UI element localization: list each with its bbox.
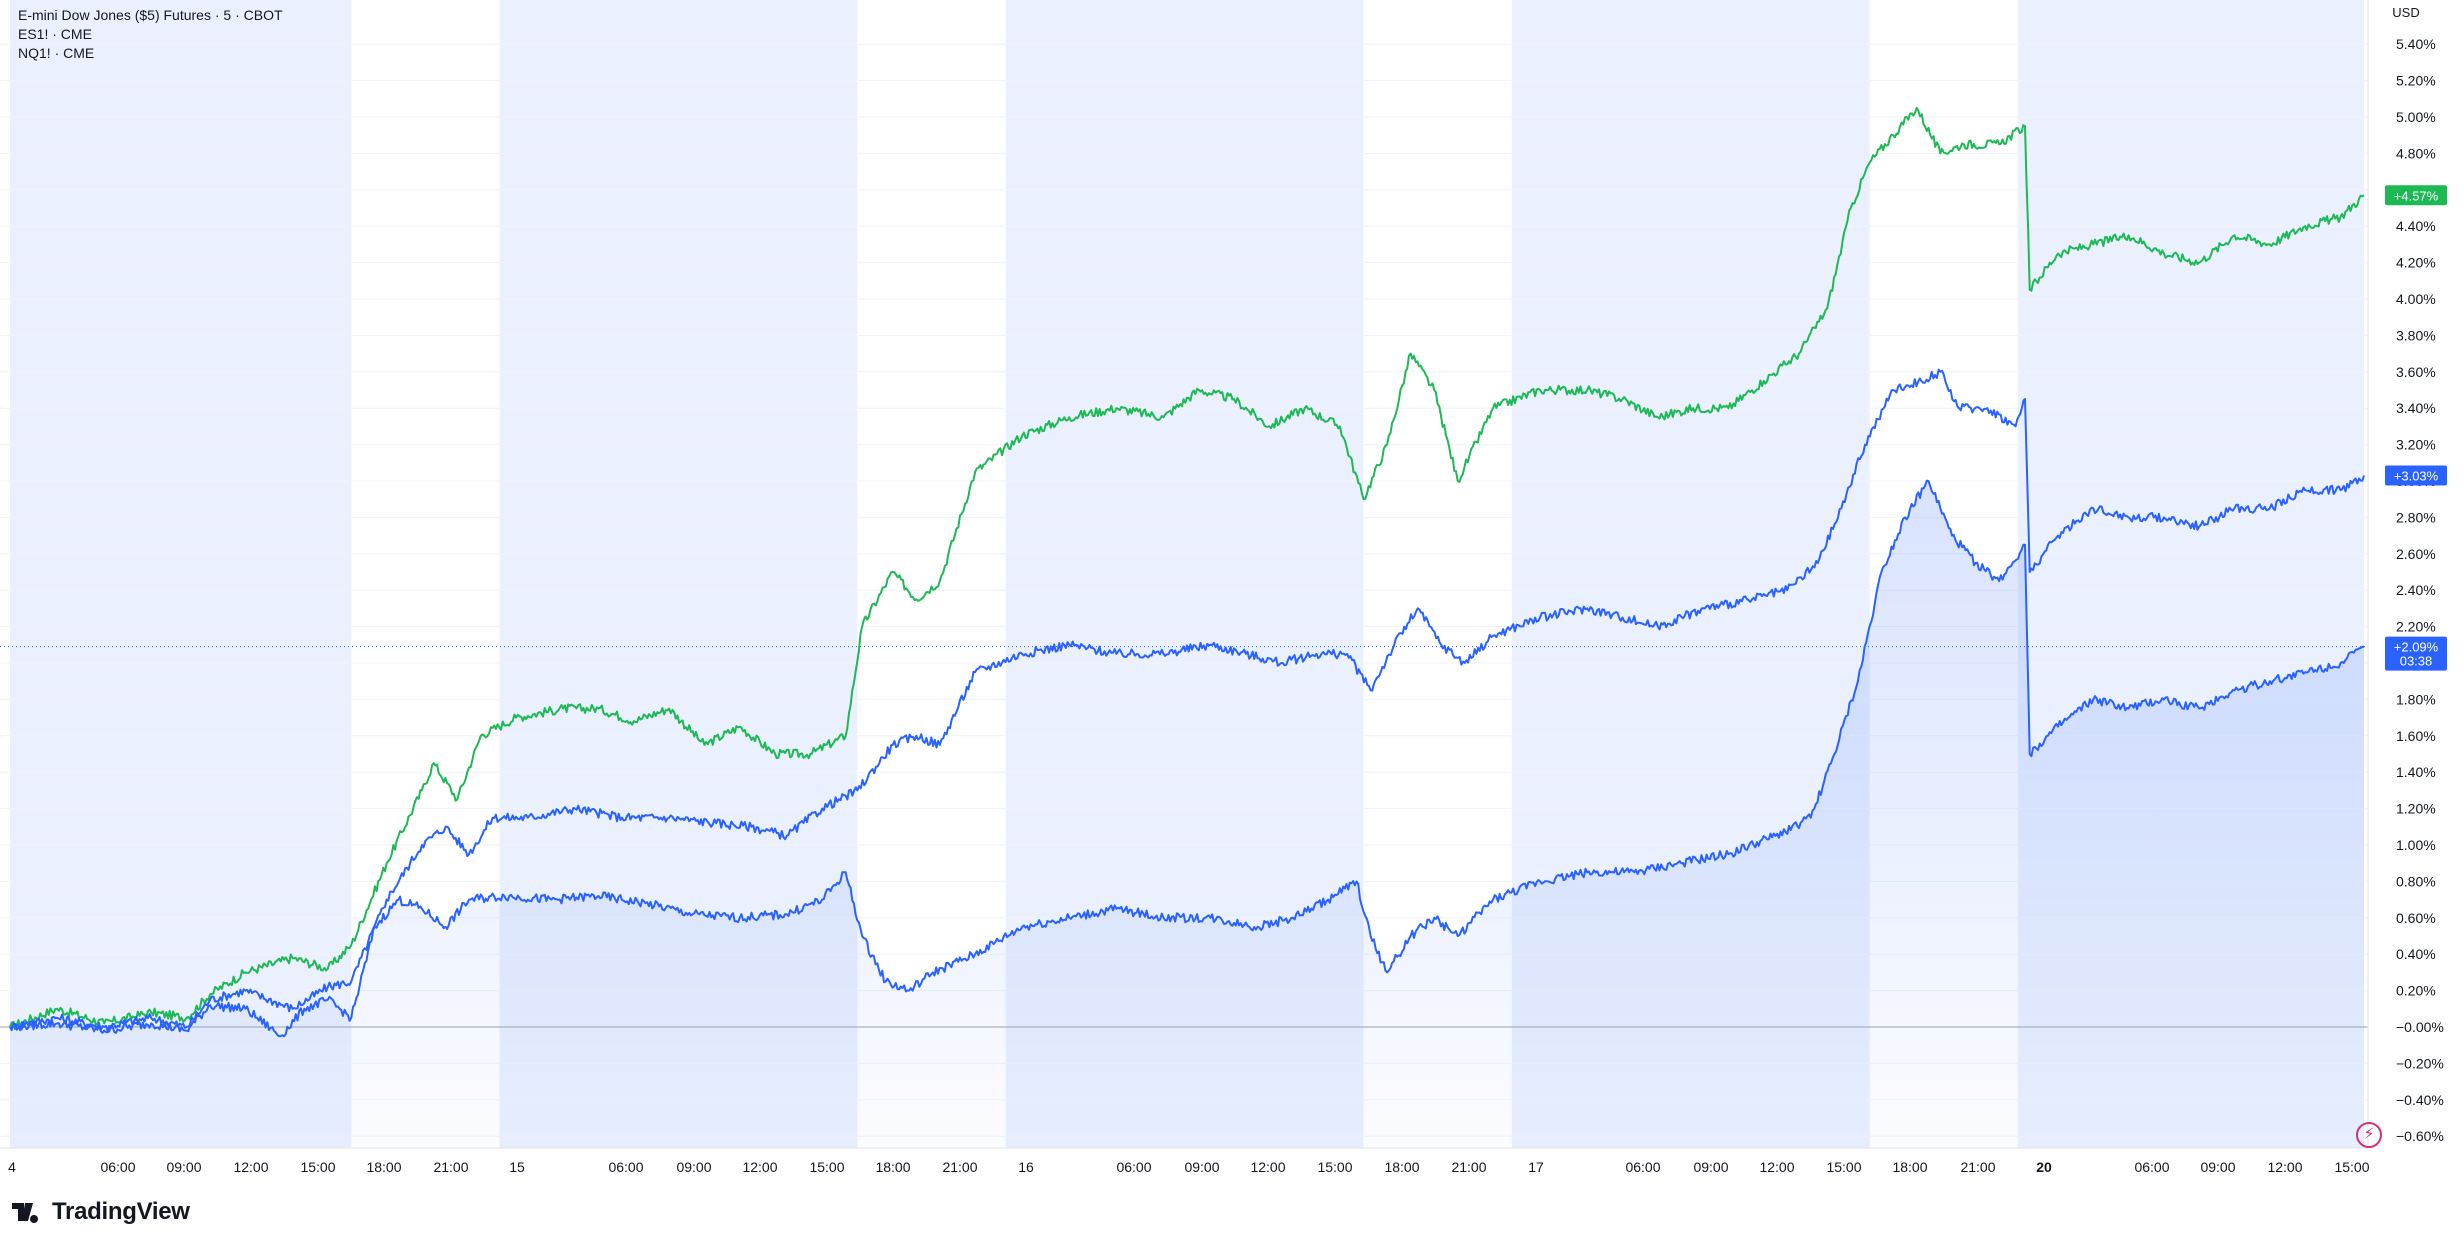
brand[interactable]: TradingView	[12, 1198, 190, 1226]
tradingview-logo-icon	[12, 1203, 39, 1223]
x-tick-label: 18:00	[1892, 1159, 1927, 1175]
y-tick-label: −0.60%	[2396, 1128, 2444, 1144]
y-tick-label: 5.20%	[2396, 73, 2436, 89]
y-tick-label: 2.60%	[2396, 546, 2436, 562]
x-tick-label: 16	[1018, 1159, 1034, 1175]
y-tick-label: 0.20%	[2396, 983, 2436, 999]
x-tick-label: 15:00	[809, 1159, 844, 1175]
x-tick-label: 15	[509, 1159, 525, 1175]
series-lines	[0, 106, 2368, 1038]
y-tick-label: 2.80%	[2396, 509, 2436, 525]
x-tick-label: 17	[1528, 1159, 1544, 1175]
brand-name: TradingView	[52, 1198, 190, 1225]
y-tick-label: 1.60%	[2396, 728, 2436, 744]
last-value-text: +2.09%	[2394, 640, 2439, 655]
x-tick-label: 4	[8, 1159, 16, 1175]
x-tick-label: 15:00	[1317, 1159, 1352, 1175]
series-line	[9, 479, 2365, 1038]
x-tick-label: 21:00	[433, 1159, 468, 1175]
bar-countdown-text: 03:38	[2400, 654, 2433, 669]
lightning-icon[interactable]: ⚡	[2356, 1122, 2382, 1148]
x-tick-label: 12:00	[742, 1159, 777, 1175]
x-tick-label: 20	[2036, 1159, 2052, 1175]
x-tick-label: 12:00	[1250, 1159, 1285, 1175]
x-tick-label: 09:00	[2200, 1159, 2235, 1175]
x-tick-label: 21:00	[1451, 1159, 1486, 1175]
x-tick-label: 21:00	[942, 1159, 977, 1175]
y-tick-label: 0.40%	[2396, 946, 2436, 962]
x-tick-label: 09:00	[1693, 1159, 1728, 1175]
legend-symbol-nq[interactable]: NQ1! · CME	[18, 45, 95, 61]
last-value-badge	[2385, 636, 2447, 671]
x-tick-label: 12:00	[233, 1159, 268, 1175]
y-tick-label: −0.00%	[2396, 1019, 2444, 1035]
x-tick-label: 06:00	[2134, 1159, 2169, 1175]
x-tick-label: 18:00	[1384, 1159, 1419, 1175]
y-tick-label: 1.00%	[2396, 837, 2436, 853]
y-tick-label: 1.40%	[2396, 764, 2436, 780]
last-value-badge	[2385, 465, 2447, 486]
x-tick-label: 06:00	[100, 1159, 135, 1175]
last-value-badge	[2385, 185, 2447, 206]
series-area	[10, 480, 2364, 1149]
series-line	[9, 368, 2365, 1032]
x-tick-label: 12:00	[2267, 1159, 2302, 1175]
legend-symbol-ym[interactable]: E-mini Dow Jones ($5) Futures · 5 · CBOT	[18, 7, 283, 23]
y-tick-label: 3.40%	[2396, 400, 2436, 416]
last-value-text: +3.03%	[2394, 469, 2439, 484]
y-tick-label: 2.40%	[2396, 582, 2436, 598]
y-tick-label: 4.40%	[2396, 218, 2436, 234]
last-value-labels: +4.57% +3.03% +2.09%03:38	[2385, 185, 2447, 671]
x-tick-label: 06:00	[1625, 1159, 1660, 1175]
time-axis[interactable]: 4 06:00 09:00 12:00 15:00 18:00 21:00 15 06:00 09…	[0, 0, 2370, 1175]
y-tick-label: 2.20%	[2396, 619, 2436, 635]
y-tick-label: 1.80%	[2396, 691, 2436, 707]
price-axis-background	[2368, 0, 2464, 1148]
y-tick-label: 5.00%	[2396, 109, 2436, 125]
x-tick-label: 06:00	[608, 1159, 643, 1175]
x-tick-label: 21:00	[1960, 1159, 1995, 1175]
x-tick-label: 09:00	[676, 1159, 711, 1175]
y-tick-label: 3.20%	[2396, 437, 2436, 453]
y-tick-label: 0.60%	[2396, 910, 2436, 926]
area-fill	[10, 480, 2364, 1149]
x-tick-label: 09:00	[1184, 1159, 1219, 1175]
y-tick-label: −0.40%	[2396, 1092, 2444, 1108]
x-tick-label: 15:00	[1826, 1159, 1861, 1175]
price-axis[interactable]: USD5.40%5.20%5.00%4.80%4.60%4.40%4.20%4.…	[2368, 0, 2464, 1148]
x-tick-label: 06:00	[1116, 1159, 1151, 1175]
x-tick-label: 12:00	[1759, 1159, 1794, 1175]
y-tick-label: 0.80%	[2396, 873, 2436, 889]
x-tick-label: 15:00	[2334, 1159, 2369, 1175]
last-value-text: +4.57%	[2394, 188, 2439, 203]
y-tick-label: 5.40%	[2396, 36, 2436, 52]
y-tick-label: 1.20%	[2396, 801, 2436, 817]
y-tick-label: 4.20%	[2396, 255, 2436, 271]
currency-label[interactable]: USD	[2392, 5, 2419, 20]
y-tick-label: 3.60%	[2396, 364, 2436, 380]
y-tick-label: 4.80%	[2396, 145, 2436, 161]
legend-symbol-es[interactable]: ES1! · CME	[18, 26, 92, 42]
y-tick-label: 4.00%	[2396, 291, 2436, 307]
y-tick-label: −0.20%	[2396, 1055, 2444, 1071]
legend: E-mini Dow Jones ($5) Futures · 5 · CBOT…	[18, 6, 283, 63]
series-line	[9, 106, 2365, 1030]
x-tick-label: 18:00	[875, 1159, 910, 1175]
x-tick-label: 18:00	[366, 1159, 401, 1175]
y-tick-label: 3.80%	[2396, 327, 2436, 343]
session-band	[10, 0, 352, 1148]
x-tick-label: 15:00	[300, 1159, 335, 1175]
x-tick-label: 09:00	[166, 1159, 201, 1175]
